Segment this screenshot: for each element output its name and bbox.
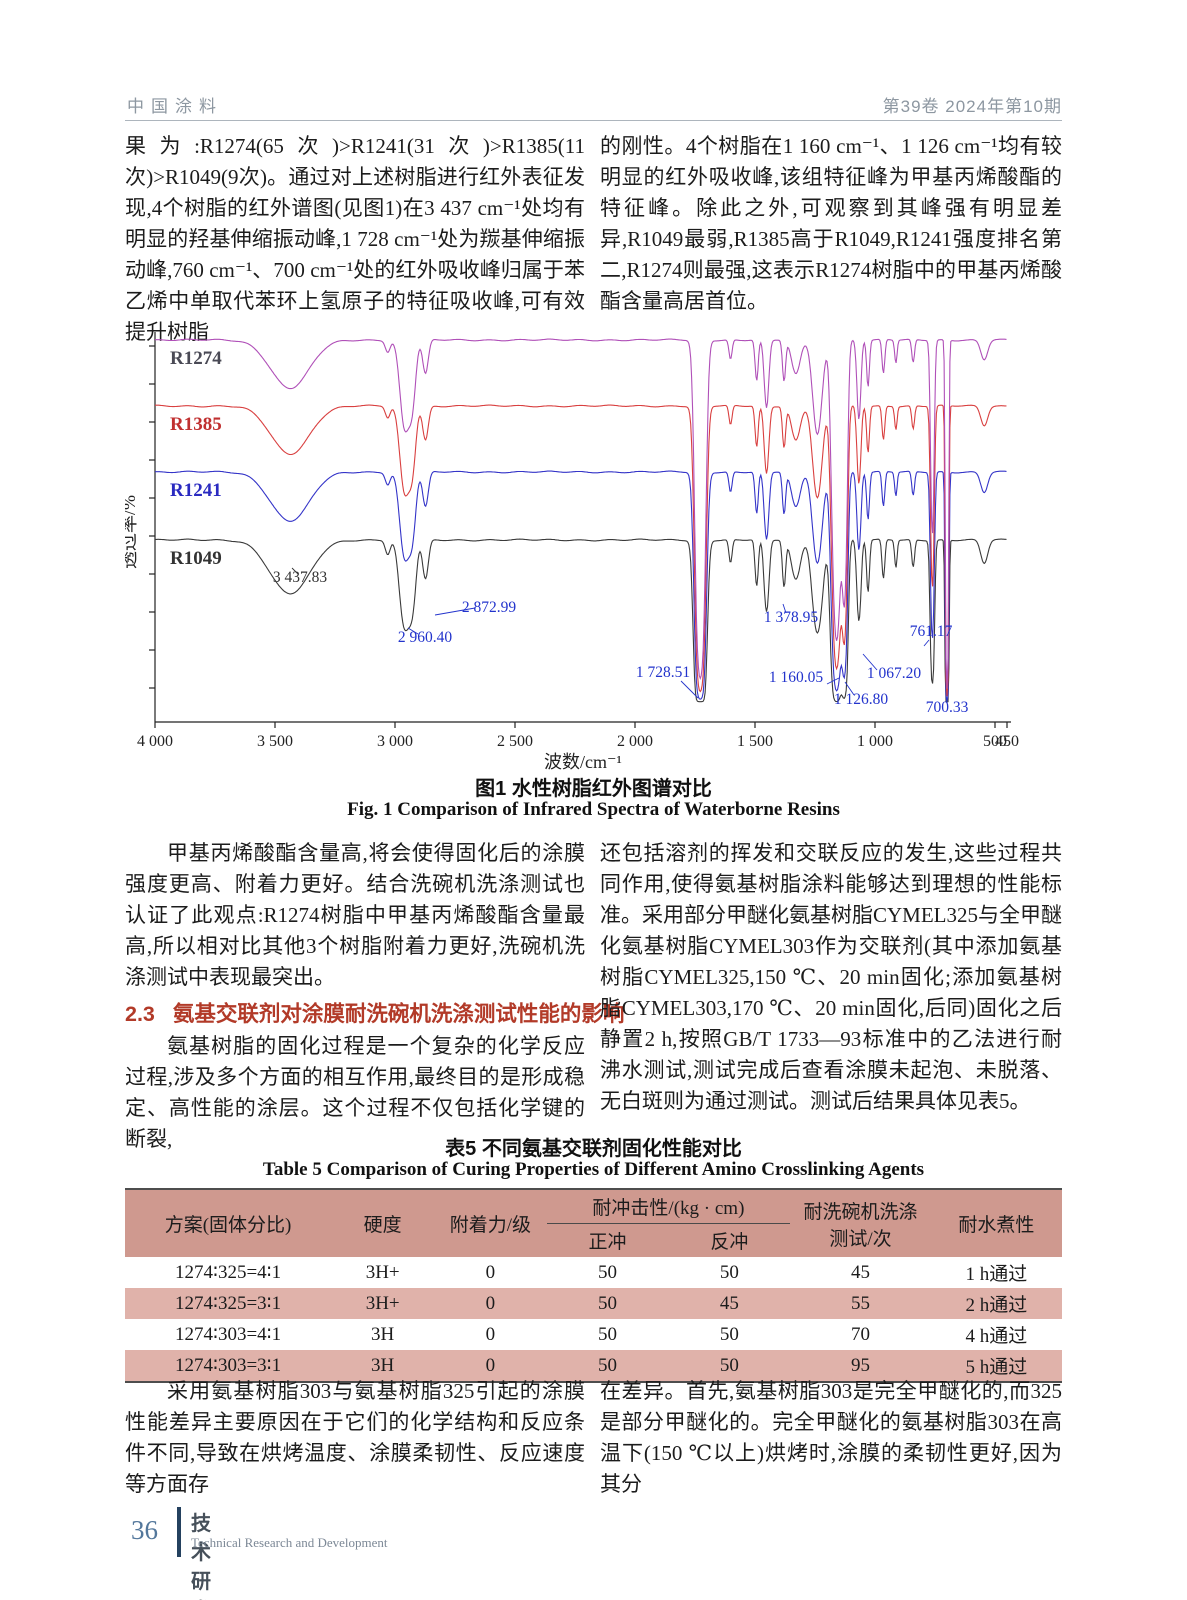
paragraph-left-mid-2: 氨基树脂的固化过程是一个复杂的化学反应过程,涉及多个方面的相互作用,最终目的是形… [125,1034,585,1151]
peak-annotation: 1 126.80 [834,691,889,708]
table-cell: 1274∶325=4∶1 [175,1262,282,1283]
table-caption-zh: 表5 不同氨基交联剂固化性能对比 [445,1138,742,1160]
table-cell: 45 [850,1261,870,1283]
table-cell: 3H+ [365,1292,400,1314]
table-cell: 45 [719,1292,739,1314]
curve-label-R1241: R1241 [170,480,222,501]
table-cell: 0 [485,1354,496,1376]
col-header-water-boil: 耐水煮性 [930,1189,1062,1257]
header-rule [125,120,1062,121]
table-caption-en: Table 5 Comparison of Curing Properties … [262,1159,925,1180]
peak-annotation: 2 872.99 [462,599,517,616]
svg-text:1 500: 1 500 [737,733,773,750]
table-cell: 4 h通过 [965,1326,1028,1347]
svg-text:3 000: 3 000 [377,733,413,750]
issue-info: 第39卷 2024年第10期 [882,97,1062,116]
curve-label-R1049: R1049 [170,548,222,569]
peak-annotation: 1 067.20 [867,665,922,682]
table-cell: 1 h通过 [965,1264,1028,1285]
col-header-adhesion: 附着力/级 [434,1189,547,1257]
footer-divider-bar [177,1507,181,1557]
table-cell: 1274∶303=3∶1 [175,1355,282,1376]
table-cell: 1274∶325=3∶1 [175,1293,282,1314]
table-5: 方案(固体分比) 硬度 附着力/级 耐冲击性/(kg · cm) 耐洗碗机洗涤测… [125,1188,1062,1383]
table-cell: 1274∶303=4∶1 [175,1324,282,1345]
table-row: 1274∶303=4∶1 3H 0 50 50 70 4 h通过 [125,1319,1062,1350]
peak-annotation: 700.33 [926,699,969,716]
footer-section-en: Technical Research and Development [191,1535,388,1550]
table-cell: 50 [598,1292,618,1314]
table-cell: 0 [485,1292,496,1314]
spectrum-curve-R1241 [154,470,1007,702]
svg-text:450: 450 [995,733,1019,750]
svg-text:500: 500 [983,733,1007,750]
section-title: 氨基交联剂对涂膜耐洗碗机洗涤测试性能的影响 [172,1002,625,1026]
col-header-hardness: 硬度 [331,1189,435,1257]
section-number: 2.3 [125,1002,155,1026]
col-header-scheme: 方案(固体分比) [125,1189,332,1257]
table-row: 1274∶303=3∶1 3H 0 50 50 95 5 h通过 [125,1350,1062,1382]
table-cell: 2 h通过 [965,1295,1028,1316]
table-cell: 0 [485,1323,496,1345]
figure-1-ir-spectra: 4 000 3 500 3 000 2 500 2 000 1 500 1 000 500 45… [119,322,1062,774]
paragraph-right-mid: 还包括溶剂的挥发和交联反应的发生,这些过程共同作用,使得氨基树脂涂料能够达到理想… [600,841,1062,1113]
paragraph-left-mid-1: 甲基丙烯酸酯含量高,将会使得固化后的涂膜强度更高、附着力更好。结合洗碗机洗涤测试… [125,841,585,989]
col-header-impact-front: 正冲 [546,1223,669,1257]
table-cell: 50 [598,1323,618,1345]
journal-name: 中国涂料 [127,97,223,116]
table-cell: 50 [719,1354,739,1376]
page-header: 中国涂料 第39卷 2024年第10期 [125,92,1062,118]
table-cell: 3H [371,1354,395,1376]
figure-caption-en: Fig. 1 Comparison of Infrared Spectra of… [347,799,840,820]
table-row: 1274∶325=3∶1 3H+ 0 50 45 55 2 h通过 [125,1288,1062,1319]
table-cell: 70 [850,1323,870,1345]
curve-label-R1274: R1274 [170,348,222,369]
spectrum-curve-R1385 [155,404,1007,697]
table-row: 1274∶325=4∶1 3H+ 0 50 50 45 1 h通过 [125,1257,1062,1288]
table-cell: 50 [598,1261,618,1283]
peak-annotation: 761.17 [910,623,953,640]
spectrum-curve-R1049 [154,538,1007,703]
paragraph-right-top: 的刚性。4个树脂在1 160 cm⁻¹、1 126 cm⁻¹均有较明显的红外吸收… [600,134,1062,313]
svg-text:4 000: 4 000 [137,733,173,750]
col-header-dishwasher: 耐洗碗机洗涤测试/次 [790,1189,931,1257]
svg-text:透过率/%: 透过率/% [125,495,139,569]
col-header-impact-back: 反冲 [668,1223,791,1257]
table-cell: 5 h通过 [965,1357,1028,1378]
svg-text:2 500: 2 500 [497,733,533,750]
svg-text:3 500: 3 500 [257,733,293,750]
table-cell: 50 [719,1261,739,1283]
footer-section-zh: 技术研发 [191,1513,213,1593]
curve-label-R1385: R1385 [170,414,222,435]
col-header-impact: 耐冲击性/(kg · cm) [546,1189,791,1224]
peak-annotation: 1 378.95 [764,609,819,626]
svg-text:2 000: 2 000 [617,733,653,750]
table-cell: 3H [371,1323,395,1345]
ir-spectra-chart: 4 000 3 500 3 000 2 500 2 000 1 500 1 000 50045… [119,332,1019,772]
peak-annotation: 2 960.40 [398,629,453,646]
paragraph-left-top: 果为:R1274(65次)>R1241(31次)>R1385(11次)>R104… [125,134,585,344]
svg-text:波数/cm⁻¹: 波数/cm⁻¹ [544,752,622,772]
peak-annotation: 1 160.05 [769,669,824,686]
table-cell: 0 [485,1261,496,1283]
table-cell: 55 [850,1292,870,1314]
page-number: 36 [131,1515,158,1545]
spectrum-curve-R1274 [154,338,1007,689]
paragraph-right-bottom: 在差异。首先,氨基树脂303是完全甲醚化的,而325是部分甲醚化的。完全甲醚化的… [600,1379,1062,1496]
peak-annotation: 1 728.51 [636,664,690,681]
figure-caption-zh: 图1 水性树脂红外图谱对比 [475,778,712,800]
table-cell: 50 [719,1323,739,1345]
peak-annotation: 3 437.83 [273,569,328,586]
section-heading-2-3: 2.3 氨基交联剂对涂膜耐洗碗机洗涤测试性能的影响 [125,997,624,1028]
table-cell: 3H+ [365,1261,400,1283]
svg-text:1 000: 1 000 [857,733,893,750]
table-cell: 95 [850,1354,870,1376]
paragraph-left-bottom: 采用氨基树脂303与氨基树脂325引起的涂膜性能差异主要原因在于它们的化学结构和… [125,1379,585,1496]
table-cell: 50 [598,1354,618,1376]
